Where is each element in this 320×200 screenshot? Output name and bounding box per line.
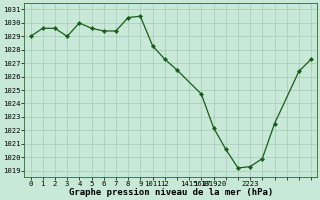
X-axis label: Graphe pression niveau de la mer (hPa): Graphe pression niveau de la mer (hPa) [69,188,273,197]
